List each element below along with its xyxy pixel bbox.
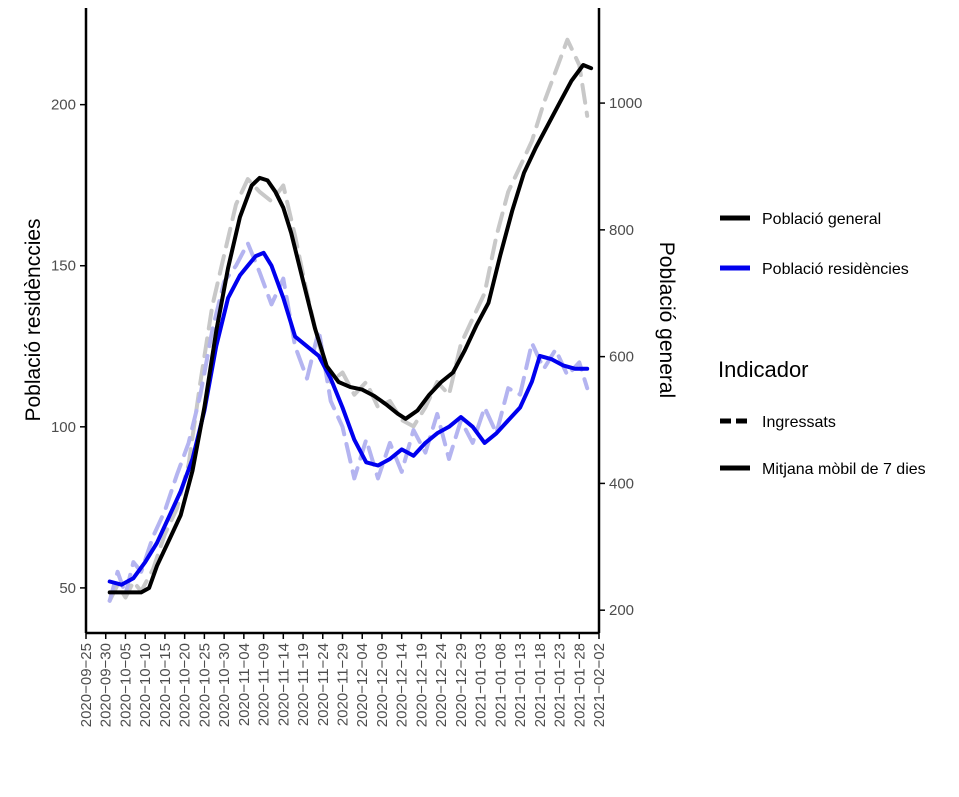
x-tick-label: 2020−11−24 [315,643,332,726]
x-tick-label: 2020−11−09 [256,643,273,726]
x-tick-label: 2020−10−05 [117,643,134,727]
right-tick-label: 600 [609,349,634,366]
left-axis-ticks: 50 100 150 200 [51,97,86,597]
series-line-poblacio-residencies-ingressats [107,241,590,603]
right-tick-label: 200 [609,602,634,619]
series-layer [107,37,594,603]
y-left-axis-title: Població residènccies [22,218,45,421]
x-tick-label: 2021−01−13 [512,643,529,727]
x-tick-label: 2020−11−29 [335,643,352,726]
left-tick-label: 150 [51,258,76,275]
x-tick-label: 2020−12−29 [453,643,470,727]
x-tick-label: 2020−12−24 [433,643,450,727]
x-tick-label: 2020−10−10 [137,643,154,727]
x-tick-label: 2021−01−03 [473,643,490,727]
x-tick-label: 2020−11−19 [295,643,312,726]
x-tick-label: 2020−09−25 [78,643,95,727]
x-tick-label: 2020−10−15 [157,643,174,727]
series-line-poblacio-general-ingressats [107,37,590,603]
x-axis-ticks: 2020−09−25 2020−09−30 2020−10−05 2020−10−10… [78,633,608,727]
x-tick-label: 2020−12−14 [394,643,411,727]
x-tick-label: 2020−11−14 [275,643,292,726]
legend-label-ingressats: Ingressats [762,414,836,431]
left-tick-label: 100 [51,419,76,436]
legend-label-mitjana-mobil: Mitjana mòbil de 7 dies [762,461,926,478]
x-tick-label: 2021−01−23 [552,643,569,727]
x-tick-label: 2021−02−02 [591,643,608,727]
x-tick-label: 2020−12−04 [354,643,371,727]
left-tick-label: 200 [51,97,76,114]
x-tick-label: 2020−10−20 [177,643,194,727]
legend-label-poblacio-residencies: Població residències [762,261,909,278]
x-tick-label: 2021−01−08 [492,643,509,727]
x-tick-label: 2020−11−04 [236,643,253,726]
x-tick-label: 2020−12−19 [413,643,430,727]
right-tick-label: 800 [609,222,634,239]
series-line-poblacio-general-mitjana [107,63,594,595]
legend-indicator-title: Indicador [718,357,809,382]
x-tick-label: 2020−10−25 [196,643,213,727]
x-tick-label: 2020−10−30 [216,643,233,727]
right-axis-ticks: 200 400 600 800 1000 [599,95,642,619]
legend: Població general Població residències In… [718,211,926,478]
right-tick-label: 1000 [609,95,642,112]
left-tick-label: 50 [59,580,76,597]
y-right-axis-title: Població general [655,242,678,398]
x-tick-label: 2021−01−18 [532,643,549,727]
legend-label-poblacio-general: Població general [762,211,881,228]
x-tick-label: 2020−09−30 [98,643,115,727]
x-tick-label: 2021−01−28 [571,643,588,727]
series-line-poblacio-residencies-mitjana [107,250,590,587]
x-tick-label: 2020−12−09 [374,643,391,727]
right-tick-label: 400 [609,475,634,492]
